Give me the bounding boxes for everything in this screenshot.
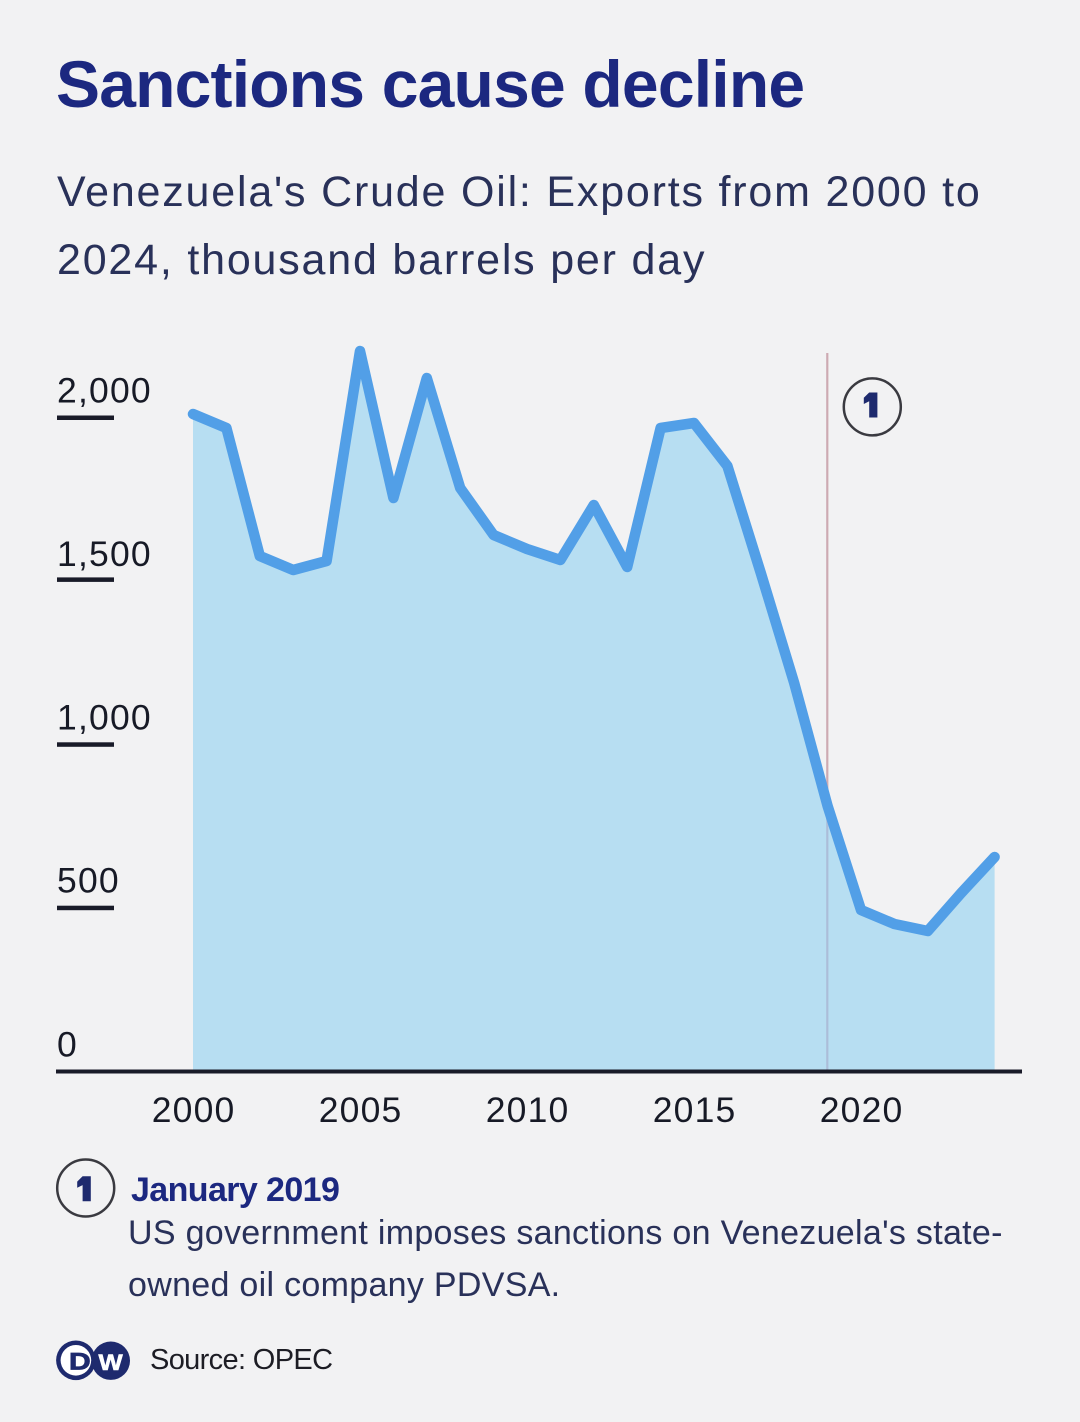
svg-text:1,000: 1,000	[57, 697, 152, 737]
svg-text:500: 500	[57, 861, 120, 901]
svg-text:1,500: 1,500	[57, 534, 152, 574]
svg-text:2000: 2000	[152, 1090, 236, 1130]
svg-text:D: D	[69, 1348, 91, 1375]
svg-text:2,000: 2,000	[57, 371, 152, 411]
svg-text:2010: 2010	[486, 1090, 570, 1130]
svg-text:W: W	[98, 1350, 122, 1375]
svg-text:2005: 2005	[319, 1090, 403, 1130]
svg-text:2015: 2015	[653, 1090, 737, 1130]
svg-text:2020: 2020	[820, 1090, 904, 1130]
svg-text:0: 0	[57, 1025, 78, 1065]
